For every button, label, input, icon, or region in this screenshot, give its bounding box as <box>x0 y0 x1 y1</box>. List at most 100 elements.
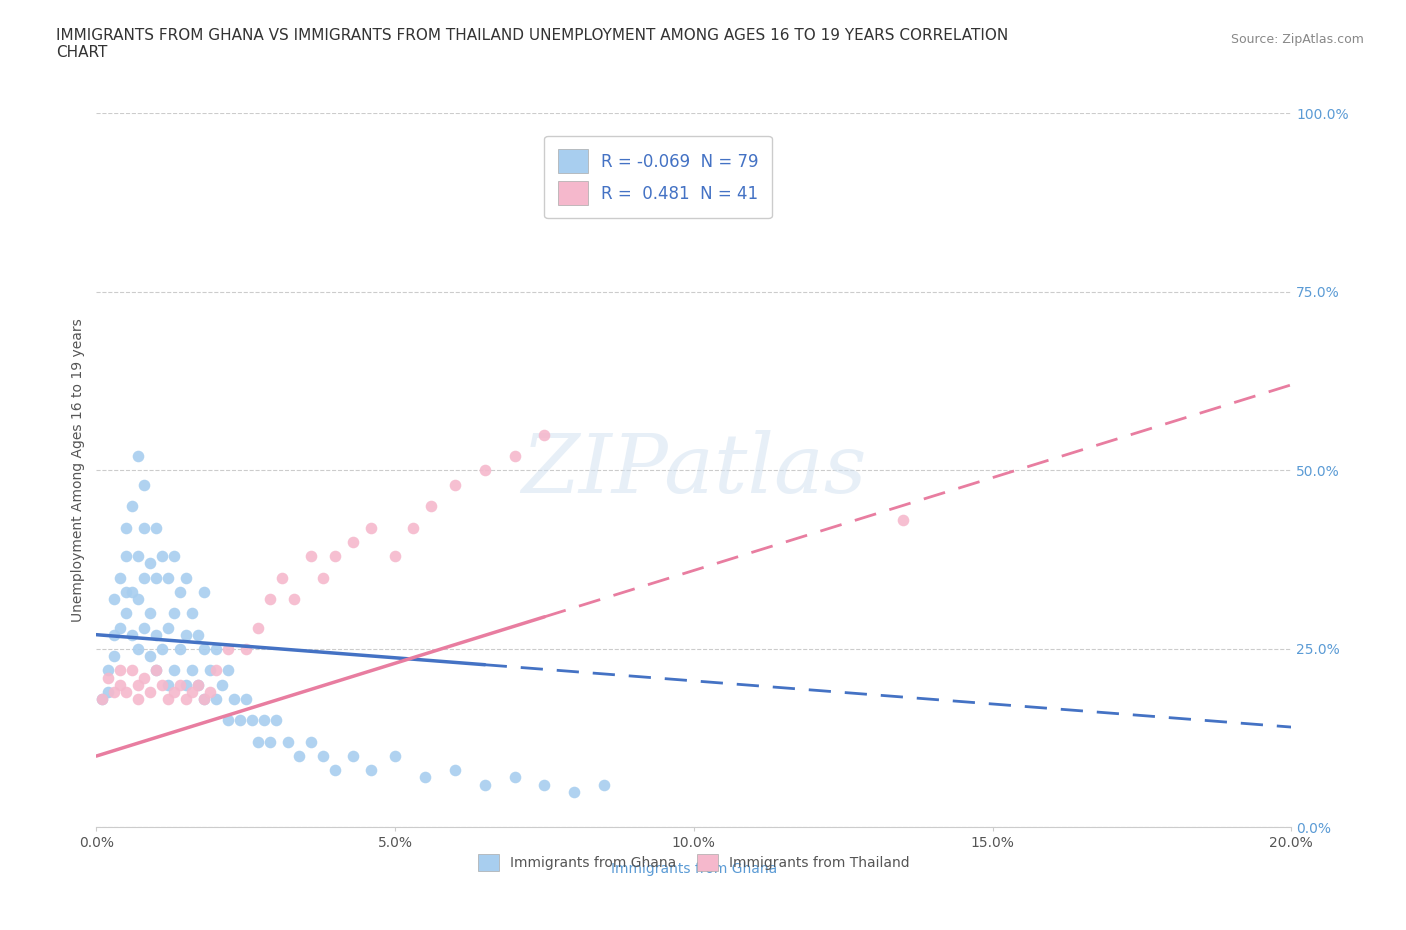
Point <box>325 549 347 564</box>
Point <box>169 584 191 599</box>
Point <box>187 677 209 692</box>
Point <box>97 671 120 685</box>
Point <box>139 605 162 620</box>
Point <box>163 684 186 699</box>
Point <box>198 663 221 678</box>
Point <box>474 463 496 478</box>
Point <box>413 770 436 785</box>
Point <box>217 642 239 657</box>
Point <box>150 642 173 657</box>
Point <box>110 570 132 585</box>
Point <box>145 570 167 585</box>
Point <box>150 677 173 692</box>
Y-axis label: Unemployment Among Ages 16 to 19 years: Unemployment Among Ages 16 to 19 years <box>72 319 86 622</box>
Point <box>134 620 156 635</box>
Point <box>121 498 143 513</box>
Point <box>503 770 526 785</box>
Point <box>103 684 125 699</box>
Text: ZIPatlas: ZIPatlas <box>522 431 866 511</box>
Point <box>193 692 215 707</box>
Point <box>134 477 156 492</box>
Point <box>110 620 132 635</box>
Point <box>181 605 204 620</box>
Point <box>205 663 228 678</box>
Point <box>444 763 467 777</box>
Point <box>169 677 191 692</box>
Point <box>181 684 204 699</box>
Point <box>103 591 125 606</box>
Point <box>145 520 167 535</box>
Point <box>301 549 323 564</box>
Point <box>384 749 406 764</box>
Point <box>127 692 149 707</box>
Point <box>187 627 209 642</box>
Point <box>222 692 245 707</box>
Point <box>145 663 167 678</box>
Point <box>115 549 138 564</box>
Point <box>217 663 239 678</box>
Point <box>283 591 305 606</box>
Point <box>246 620 269 635</box>
Point <box>444 477 467 492</box>
Point <box>193 584 215 599</box>
Point <box>205 692 228 707</box>
Point <box>115 584 138 599</box>
Point <box>110 663 132 678</box>
Point <box>312 749 335 764</box>
Point <box>115 520 138 535</box>
Point <box>211 677 233 692</box>
Point <box>121 627 143 642</box>
Point <box>163 549 186 564</box>
Point <box>193 692 215 707</box>
Point <box>235 692 257 707</box>
Point <box>325 763 347 777</box>
Point <box>562 784 585 799</box>
Point <box>270 570 292 585</box>
Point <box>891 513 914 528</box>
Point <box>115 684 138 699</box>
Point <box>312 570 335 585</box>
Point <box>97 684 120 699</box>
Text: Source: ZipAtlas.com: Source: ZipAtlas.com <box>1230 33 1364 46</box>
Point <box>139 648 162 663</box>
Point <box>145 627 167 642</box>
Point <box>240 713 263 728</box>
Legend: Immigrants from Ghana, Immigrants from Thailand: Immigrants from Ghana, Immigrants from T… <box>471 847 917 878</box>
Point <box>229 713 252 728</box>
Point <box>193 642 215 657</box>
Point <box>150 549 173 564</box>
Point <box>342 749 364 764</box>
Point <box>169 642 191 657</box>
X-axis label: Immigrants from Ghana: Immigrants from Ghana <box>610 861 778 876</box>
Point <box>593 777 616 792</box>
Point <box>157 570 180 585</box>
Point <box>127 591 149 606</box>
Point <box>121 663 143 678</box>
Text: IMMIGRANTS FROM GHANA VS IMMIGRANTS FROM THAILAND UNEMPLOYMENT AMONG AGES 16 TO : IMMIGRANTS FROM GHANA VS IMMIGRANTS FROM… <box>56 28 1008 60</box>
Point <box>253 713 276 728</box>
Point <box>115 605 138 620</box>
Point <box>181 663 204 678</box>
Point <box>127 642 149 657</box>
Point <box>301 735 323 750</box>
Point <box>127 449 149 464</box>
Point <box>264 713 287 728</box>
Point <box>110 677 132 692</box>
Point <box>235 642 257 657</box>
Point <box>259 591 281 606</box>
Point <box>277 735 299 750</box>
Point <box>91 692 114 707</box>
Point <box>127 677 149 692</box>
Point <box>174 627 197 642</box>
Point <box>163 663 186 678</box>
Point <box>474 777 496 792</box>
Point <box>157 677 180 692</box>
Point <box>103 648 125 663</box>
Point <box>157 692 180 707</box>
Point <box>503 449 526 464</box>
Point <box>174 677 197 692</box>
Point <box>127 549 149 564</box>
Point <box>288 749 311 764</box>
Point <box>134 520 156 535</box>
Point <box>97 663 120 678</box>
